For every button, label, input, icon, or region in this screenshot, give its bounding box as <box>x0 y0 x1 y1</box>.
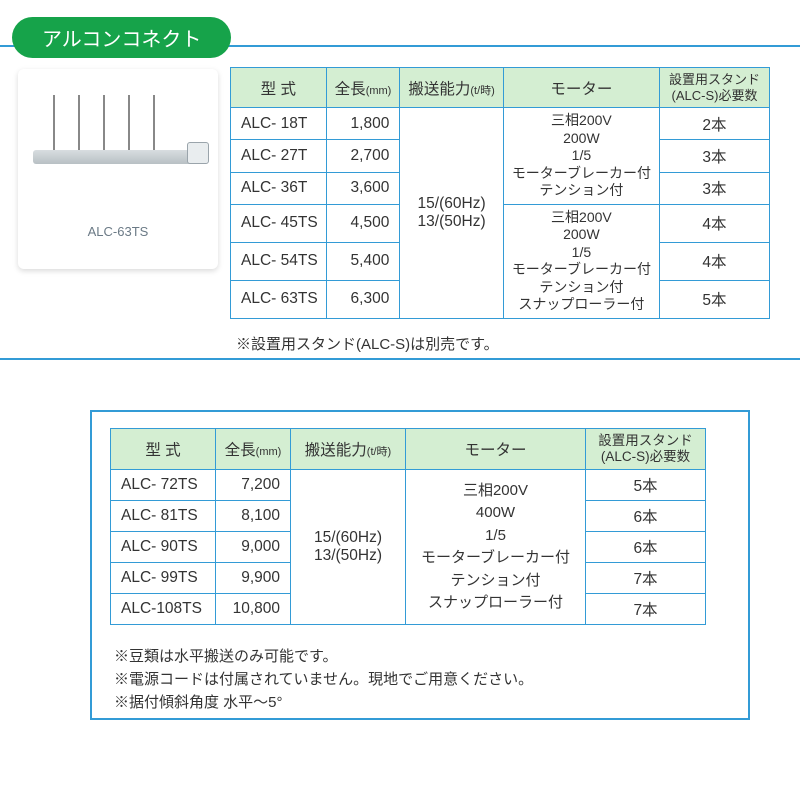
spec-table-1: 型 式 全長(mm) 搬送能力(t/時) モーター 設置用スタンド(ALC-S)… <box>230 67 770 319</box>
section-title: アルコンコネクト <box>12 17 231 58</box>
table1-note: ※設置用スタンド(ALC-S)は別売です。 <box>218 325 517 366</box>
col-stands: 設置用スタンド(ALC-S)必要数 <box>659 68 769 108</box>
motor-cell: 三相200V200W1/5モーターブレーカー付テンション付スナップローラー付 <box>503 204 659 318</box>
product-image: ALC-63TS <box>18 69 218 269</box>
col-model: 型 式 <box>111 429 216 470</box>
col-length: 全長(mm) <box>216 429 291 470</box>
col-capacity: 搬送能力(t/時) <box>400 68 503 108</box>
col-motor: モーター <box>406 429 586 470</box>
col-model: 型 式 <box>231 68 327 108</box>
col-length: 全長(mm) <box>326 68 400 108</box>
col-stands: 設置用スタンド(ALC-S)必要数 <box>586 429 706 470</box>
spec-table-2: 型 式 全長(mm) 搬送能力(t/時) モーター 設置用スタンド(ALC-S)… <box>110 428 706 625</box>
table-row: ALC- 18T 1,800 15/(60Hz)13/(50Hz) 三相200V… <box>231 108 770 140</box>
col-motor: モーター <box>503 68 659 108</box>
table2-notes: ※豆類は水平搬送のみ可能です。 ※電源コードは付属されていません。現地でご用意く… <box>96 637 551 724</box>
product-caption: ALC-63TS <box>88 224 149 239</box>
col-capacity: 搬送能力(t/時) <box>291 429 406 470</box>
motor-cell: 三相200V200W1/5モーターブレーカー付テンション付 <box>503 108 659 205</box>
capacity-cell: 15/(60Hz)13/(50Hz) <box>291 470 406 625</box>
capacity-cell: 15/(60Hz)13/(50Hz) <box>400 108 503 319</box>
table-row: ALC- 72TS7,200 15/(60Hz)13/(50Hz) 三相200V… <box>111 470 706 501</box>
motor-cell: 三相200V400W1/5モーターブレーカー付テンション付スナップローラー付 <box>406 470 586 625</box>
